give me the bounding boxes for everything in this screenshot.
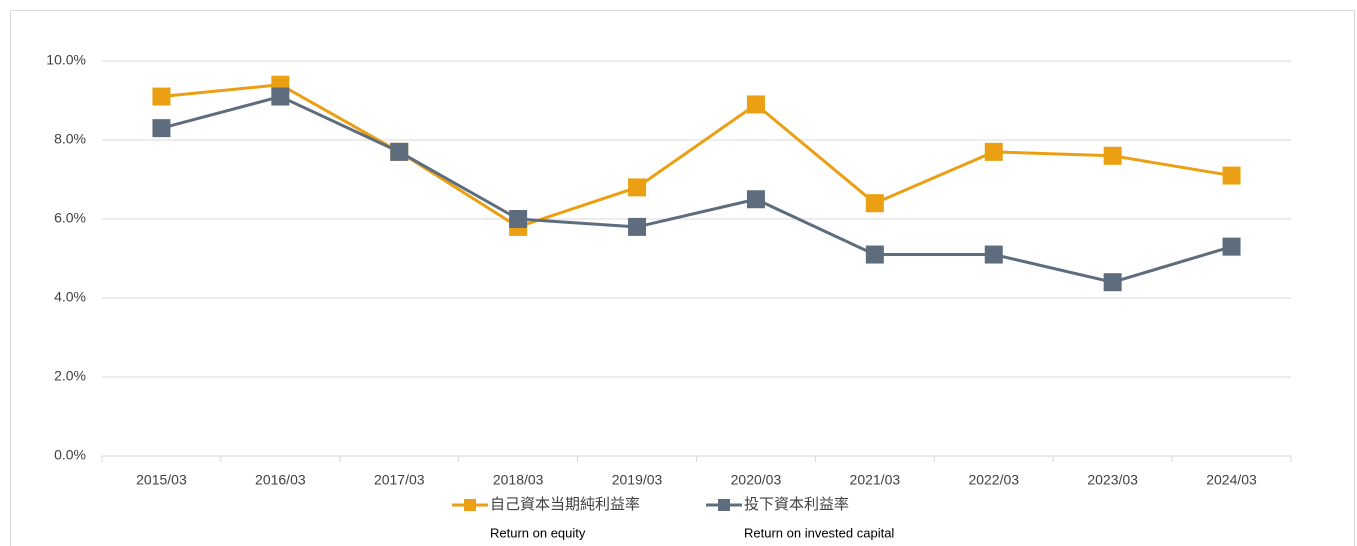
marker <box>746 95 765 114</box>
x-tick-label: 2022/03 <box>968 472 1019 488</box>
x-tick-label: 2018/03 <box>493 472 544 488</box>
marker <box>984 245 1003 264</box>
legend-marker <box>718 499 730 511</box>
legend-label: 投下資本利益率 <box>744 496 849 513</box>
x-tick-label: 2015/03 <box>136 472 187 488</box>
legend-marker <box>464 499 476 511</box>
x-tick-label: 2019/03 <box>612 472 663 488</box>
marker <box>1222 166 1241 185</box>
marker <box>1222 237 1241 256</box>
legend-subtitle: Return on invested capital <box>744 525 894 540</box>
marker <box>984 142 1003 161</box>
y-tick-label: 10.0% <box>46 52 86 68</box>
y-tick-label: 6.0% <box>54 210 86 226</box>
y-tick-label: 8.0% <box>54 131 86 147</box>
y-tick-label: 0.0% <box>54 447 86 463</box>
y-tick-label: 4.0% <box>54 289 86 305</box>
chart-frame <box>10 10 1355 546</box>
marker <box>628 217 647 236</box>
marker <box>509 210 528 228</box>
marker <box>1103 273 1122 292</box>
marker <box>152 119 171 138</box>
marker <box>390 142 409 161</box>
x-tick-label: 2024/03 <box>1206 472 1257 488</box>
legend-subtitle: Return on equity <box>490 525 586 540</box>
x-tick-label: 2021/03 <box>850 472 901 488</box>
legend-label: 自己資本当期純利益率 <box>490 496 640 513</box>
marker <box>628 178 647 197</box>
x-tick-label: 2017/03 <box>374 472 425 488</box>
marker <box>865 245 884 264</box>
x-tick-label: 2023/03 <box>1087 472 1138 488</box>
marker <box>865 194 884 213</box>
marker <box>746 190 765 209</box>
marker <box>271 87 290 106</box>
series-line <box>161 94 1232 284</box>
x-tick-label: 2016/03 <box>255 472 306 488</box>
y-tick-label: 2.0% <box>54 368 86 384</box>
marker <box>152 87 171 106</box>
x-tick-label: 2020/03 <box>731 472 782 488</box>
marker <box>1103 146 1122 165</box>
series-line <box>161 83 1232 229</box>
